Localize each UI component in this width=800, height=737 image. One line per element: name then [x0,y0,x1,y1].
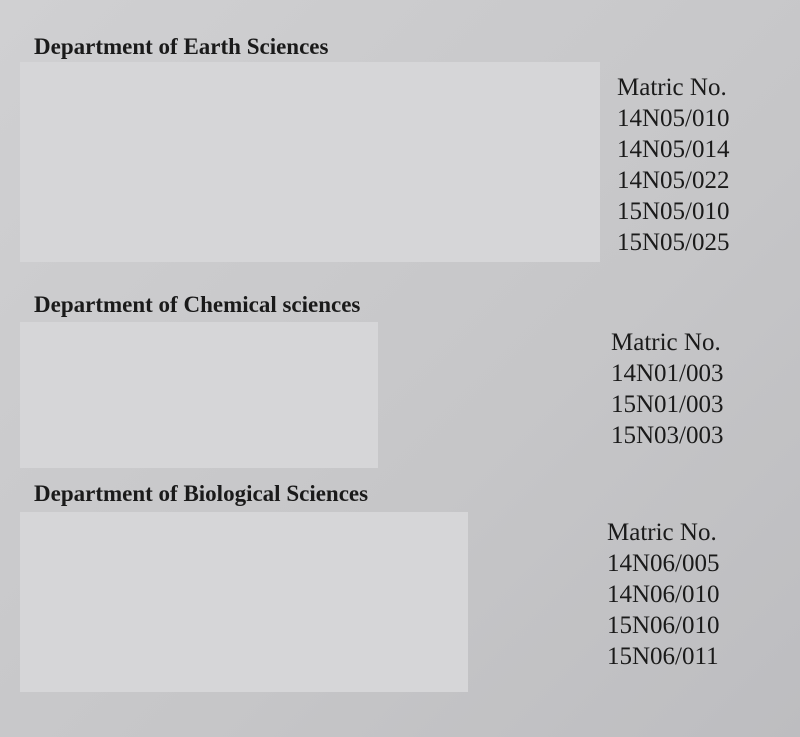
matric-number: 14N06/005 [607,550,720,577]
section-title-biological: Department of Biological Sciences [34,481,369,506]
section-title-chemical: Department of Chemical sciences [34,292,361,317]
matric-number: 15N05/025 [617,229,730,256]
column-header: Matric No. [607,519,717,546]
matric-list-earth: Matric No. 14N05/010 14N05/014 14N05/022… [617,72,730,258]
matric-number: 14N06/010 [607,581,720,608]
matric-number: 15N06/010 [607,612,720,639]
matric-number: 15N05/010 [617,198,730,225]
column-header: Matric No. [617,74,727,101]
section-title-earth: Department of Earth Sciences [34,34,329,59]
redacted-names-biological [20,512,468,692]
matric-number: 15N03/003 [611,422,724,449]
redacted-names-earth [20,62,600,262]
column-header: Matric No. [611,329,721,356]
matric-number: 14N05/022 [617,167,730,194]
matric-list-chemical: Matric No. 14N01/003 15N01/003 15N03/003 [611,327,724,451]
matric-number: 14N05/010 [617,105,730,132]
matric-number: 14N05/014 [617,136,730,163]
matric-list-biological: Matric No. 14N06/005 14N06/010 15N06/010… [607,517,720,672]
matric-number: 15N06/011 [607,643,719,670]
redacted-names-chemical [20,322,378,468]
matric-number: 14N01/003 [611,360,724,387]
matric-number: 15N01/003 [611,391,724,418]
